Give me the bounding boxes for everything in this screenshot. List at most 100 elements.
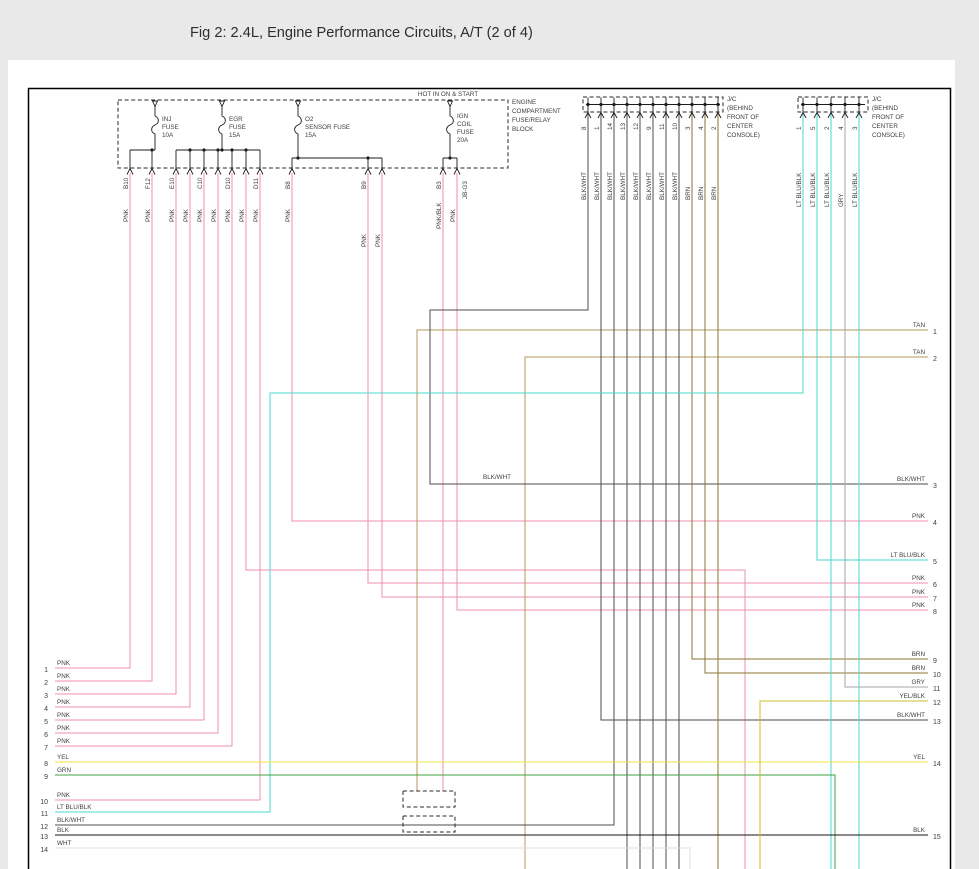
jc-right-label: J/C [872, 96, 882, 103]
jc-center-arrows [584, 111, 722, 119]
fuse-name: FUSE [457, 129, 474, 136]
left-terminal-row: 11 LT BLU/BLK [41, 804, 92, 818]
terminal-number: 9 [933, 658, 937, 665]
hot-in-on-start-label: HOT IN ON & START [418, 91, 478, 98]
wire-color-label: PNK [239, 208, 246, 222]
jc-center-dots [586, 102, 720, 107]
fuse-name: O2 [305, 116, 314, 123]
wire-blkwht-l12 [55, 112, 615, 826]
wire-wht [55, 847, 691, 869]
grid-ref-label: JB-G3 [462, 181, 469, 199]
wire-pnk-b9b [381, 173, 928, 598]
wire-grn [55, 774, 836, 869]
left-terminal-row: 3 PNK [44, 686, 71, 700]
right-terminal-row: 3 BLK/WHT [897, 476, 937, 490]
jc-right-box [797, 96, 869, 113]
fuse-block-label: FUSE/RELAY [512, 117, 552, 124]
jc-pin-label: 8 [581, 126, 588, 130]
jc-center-label: CENTER [727, 123, 753, 130]
wire-pnk-e10 [55, 173, 177, 695]
wire-color-label: BRN [698, 186, 705, 200]
terminal-number: 1 [44, 667, 48, 674]
terminal-number: 12 [933, 700, 941, 707]
wire-ltblu-r5 [816, 112, 928, 561]
fuse-rating: 15A [229, 132, 241, 139]
right-terminals: 1 TAN 2 TAN 3 BLK/WHT 4 PNK 5 LT BLU/BLK 6 PNK… [891, 322, 941, 841]
fuse-exit-arrows [126, 167, 461, 175]
wire-color-label: BLK/WHT [594, 172, 601, 200]
terminal-wire-label: PNK [912, 589, 926, 596]
jc-pin-label: 1 [594, 126, 601, 130]
wire-color-label: PNK [450, 208, 457, 222]
terminal-number: 5 [44, 719, 48, 726]
terminal-number: 2 [933, 356, 937, 363]
wire-brn-r10 [704, 112, 928, 674]
jc-pin-label: 2 [824, 126, 831, 130]
terminal-wire-label: TAN [913, 349, 926, 356]
terminal-wire-label: WHT [57, 840, 71, 847]
wire-tan-1 [416, 329, 928, 791]
diagram-border [27, 87, 952, 869]
right-terminal-row: 9 BRN [912, 651, 937, 665]
fuse-relay-block: HOT IN ON & START INJ FUSE 10A EGR FUSE … [117, 91, 561, 247]
terminal-wire-label: BRN [912, 651, 926, 658]
terminal-wire-label: PNK [912, 513, 926, 520]
fuse-block-label: BLOCK [512, 126, 534, 133]
right-terminal-row: 14 YEL [913, 754, 941, 768]
terminal-number: 9 [44, 774, 48, 781]
terminal-wire-label: PNK [57, 699, 71, 706]
wire-brn-r9 [691, 112, 928, 660]
terminal-wire-label: PNK [57, 712, 71, 719]
wire-color-label: PNK [361, 233, 368, 247]
terminal-number: 8 [44, 761, 48, 768]
right-terminal-row: 13 BLK/WHT [897, 712, 941, 726]
wire-color-label: BLK/WHT [620, 172, 627, 200]
wire-blkwht-r13 [600, 112, 928, 721]
left-terminal-row: 10 PNK [40, 792, 71, 806]
wire-pnk-d11 [55, 173, 261, 801]
terminal-number: 4 [44, 706, 48, 713]
terminal-wire-label: GRN [57, 767, 71, 774]
wire-color-label: PNK [183, 208, 190, 222]
figure-title: Fig 2: 2.4L, Engine Performance Circuits… [190, 25, 533, 41]
wire-color-label: PNK [145, 208, 152, 222]
right-terminal-row: 10 BRN [912, 665, 941, 679]
terminal-wire-label: YEL [57, 754, 69, 761]
wire-pnk-b9a [367, 173, 928, 584]
terminal-number: 1 [933, 329, 937, 336]
wire-color-label: PNK [169, 208, 176, 222]
left-terminal-row: 13 BLK [40, 827, 69, 841]
terminal-number: 11 [933, 686, 940, 693]
right-terminal-row: 15 BLK [913, 827, 941, 841]
wire-tan-2 [524, 356, 928, 869]
terminal-wire-label: YEL/BLK [899, 693, 925, 700]
fuse-pin-label: C10 [197, 177, 204, 189]
terminal-wire-label: BLK/WHT [57, 817, 85, 824]
terminal-wire-label: PNK [57, 673, 71, 680]
terminal-number: 10 [933, 672, 941, 679]
wire-color-label: BLK/WHT [607, 172, 614, 200]
wire-gry-r11 [844, 112, 928, 688]
wire-color-label: LT BLU/BLK [852, 172, 859, 207]
fuse-pin-label: B10 [123, 177, 130, 189]
fuse-pin-label: F12 [145, 178, 152, 189]
terminal-number: 4 [933, 520, 937, 527]
terminal-number: 3 [933, 483, 937, 490]
wire-color-label: PNK [197, 208, 204, 222]
jc-right-label: CONSOLE) [872, 132, 905, 139]
terminal-wire-label: BLK/WHT [897, 476, 925, 483]
terminal-number: 8 [933, 609, 937, 616]
fuse-name: FUSE [162, 124, 179, 131]
fuse-name: COIL [457, 121, 472, 128]
diagram-sheet [8, 60, 955, 869]
wire-yelblk-r12 [759, 700, 928, 869]
jc-right-dots [801, 102, 861, 107]
terminal-number: 14 [933, 761, 941, 768]
jc-center-label: J/C [727, 96, 737, 103]
wire-color-label: PNK/BLK [436, 202, 443, 229]
wire-color-label: LT BLU/BLK [824, 172, 831, 207]
wire-color-label: BLK/WHT [646, 172, 653, 200]
jc-center-label: FRONT OF [727, 114, 759, 121]
